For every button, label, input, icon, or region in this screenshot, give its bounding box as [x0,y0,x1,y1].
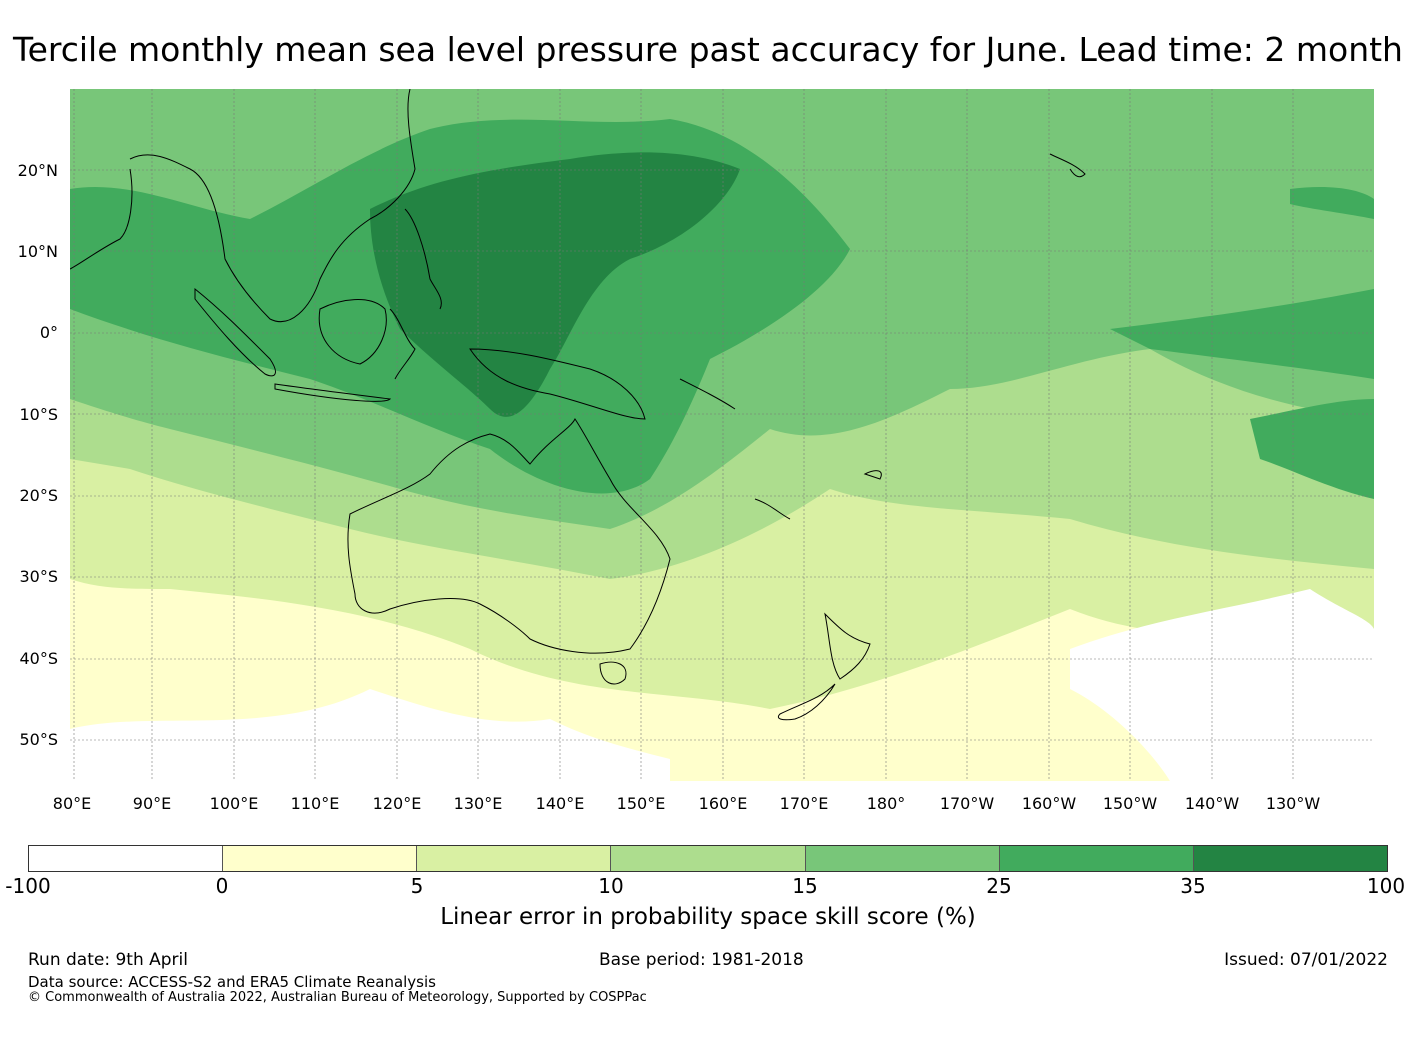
skill-band-25-35-east [1110,289,1374,379]
coastline-sulawesi [389,308,416,380]
coastline-java [274,383,392,402]
copyright: © Commonwealth of Australia 2022, Austra… [28,990,647,1005]
skill-region-negative [70,689,670,781]
lat-label-50s: 50°S [19,730,58,749]
colorbar-segment [1193,846,1387,871]
coastline-hawaii [1049,153,1086,178]
base-period: Base period: 1981-2018 [599,950,804,970]
coastline-sumatra [194,287,276,377]
lon-label-100e: 100°E [209,794,259,813]
lat-label-10n: 10°N [17,242,58,261]
lon-label-170e: 170°E [779,794,829,813]
run-date: Run date: 9th April [28,950,188,970]
colorbar-segment [999,846,1194,871]
lat-label-20n: 20°N [17,161,58,180]
colorbar [28,845,1388,872]
lon-label-160e: 160°E [698,794,748,813]
skill-region-negative-east [1070,589,1374,781]
colorbar-tick: 10 [598,874,624,898]
colorbar-tick: 100 [1366,874,1406,898]
colorbar-segment [29,846,224,871]
colorbar-segment [223,846,418,871]
lon-label-90e: 90°E [132,794,172,813]
lon-label-150e: 150°E [616,794,666,813]
coastline-new-zealand-north [824,612,871,680]
coastline-asia [129,89,416,323]
colorbar-tick: -100 [5,874,51,898]
lon-label-180: 180° [866,794,906,813]
lon-label-110e: 110°E [290,794,340,813]
coastline-india [70,168,133,270]
issued-date: Issued: 07/01/2022 [1224,950,1388,970]
lat-label-0: 0° [39,323,58,342]
skill-band-25-35-ne [1290,187,1374,219]
colorbar-tick: 35 [1180,874,1206,898]
lon-label-170w: 170°W [939,794,995,813]
colorbar-segment [417,846,612,871]
lon-label-140e: 140°E [535,794,585,813]
map-canvas [70,89,1374,781]
lat-label-10s: 10°S [19,405,58,424]
map-title: Tercile monthly mean sea level pressure … [13,30,1403,69]
skill-score-map [70,89,1374,781]
coastline-philippines [404,208,442,310]
colorbar-label: Linear error in probability space skill … [440,904,976,930]
colorbar-segment [805,846,1000,871]
colorbar-tick: 15 [792,874,818,898]
coastline-fiji [863,470,882,480]
colorbar-segment [611,846,806,871]
data-source: Data source: ACCESS-S2 and ERA5 Climate … [28,973,436,991]
lat-label-40s: 40°S [19,649,58,668]
colorbar-tick: 5 [410,874,424,898]
coastline-solomon-islands [679,378,736,410]
coastline-tasmania [599,661,627,685]
lon-label-130e: 130°E [453,794,503,813]
coastline-borneo [318,299,387,365]
skill-band-35-100 [370,152,740,417]
graticule [70,89,1374,781]
lon-label-140w: 140°W [1184,794,1240,813]
coastlines [70,89,1086,721]
skill-band-25-35-se [1250,399,1374,499]
colorbar-tick: 25 [986,874,1012,898]
lat-label-30s: 30°S [19,567,58,586]
lon-label-130w: 130°W [1265,794,1321,813]
coastline-new-zealand-south [777,683,836,721]
lon-label-150w: 150°W [1102,794,1158,813]
coastline-australia [347,418,671,654]
lon-label-120e: 120°E [372,794,422,813]
lon-label-80e: 80°E [52,794,92,813]
lat-label-20s: 20°S [19,486,58,505]
lon-label-160w: 160°W [1021,794,1077,813]
coastline-new-guinea [469,348,646,420]
coastline-new-caledonia [754,498,791,520]
colorbar-tick: 0 [215,874,229,898]
